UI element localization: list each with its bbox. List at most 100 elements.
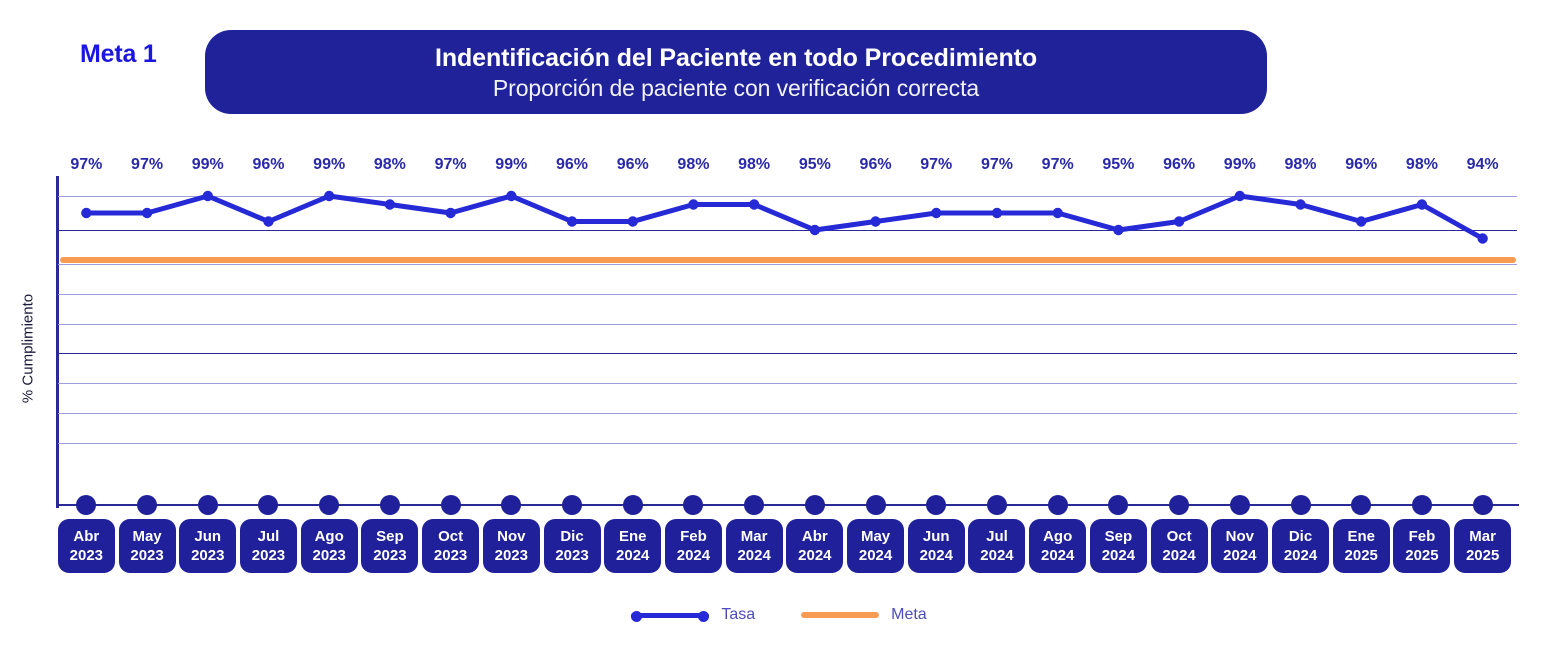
category-year: 2023 xyxy=(130,547,164,564)
x-axis-marker-dot xyxy=(622,495,643,515)
x-axis-category-pill[interactable]: Jul 2024 xyxy=(968,519,1026,573)
data-point-marker[interactable] xyxy=(1295,199,1306,210)
data-point-marker[interactable] xyxy=(141,207,153,219)
x-axis-category-pill[interactable]: Nov 2023 xyxy=(482,519,540,573)
category-month: Oct xyxy=(1166,528,1192,545)
data-label: 99% xyxy=(191,156,224,173)
x-axis-category-pill[interactable]: May 2023 xyxy=(118,519,176,573)
category-year: 2024 xyxy=(980,547,1014,564)
data-point-marker[interactable] xyxy=(627,216,638,227)
category-year: 2024 xyxy=(858,547,893,564)
category-year: 2024 xyxy=(676,547,711,564)
x-axis-category-pill[interactable]: Ene 2025 xyxy=(1332,519,1390,573)
category-year: 2024 xyxy=(1101,547,1136,564)
data-point-marker[interactable] xyxy=(688,199,699,210)
x-axis-marker-dot xyxy=(440,495,461,515)
data-point-marker[interactable] xyxy=(1052,207,1063,219)
data-point-marker[interactable] xyxy=(870,216,881,227)
data-point-marker[interactable] xyxy=(81,207,92,219)
legend-label-tasa: Tasa xyxy=(721,606,756,623)
category-year: 2023 xyxy=(433,547,468,564)
x-axis-category-pill[interactable]: Mar 2025 xyxy=(1454,519,1512,573)
data-point-marker[interactable] xyxy=(1356,216,1367,227)
x-axis-category-pill[interactable]: Oct 2024 xyxy=(1150,519,1208,573)
x-axis-marker-dot xyxy=(926,495,947,515)
x-axis-category-pill[interactable]: Jun 2024 xyxy=(907,519,965,573)
data-label: 99% xyxy=(1223,156,1256,173)
x-axis-marker-dot xyxy=(562,495,583,515)
x-axis-category-pill[interactable]: Nov 2024 xyxy=(1211,519,1269,573)
x-axis-category-pill[interactable]: Jul 2023 xyxy=(239,519,297,573)
category-month: Nov xyxy=(497,528,526,545)
data-point-marker[interactable] xyxy=(445,207,456,219)
legend-item-meta[interactable]: Meta xyxy=(801,606,927,624)
title-banner: Indentificación del Paciente en todo Pro… xyxy=(205,30,1267,114)
data-label: 98% xyxy=(1405,156,1438,173)
data-label: 99% xyxy=(495,156,528,173)
x-axis-category-pill[interactable]: Ago 2024 xyxy=(1029,519,1087,573)
data-point-marker[interactable] xyxy=(748,199,760,210)
data-label: 96% xyxy=(556,156,589,173)
data-point-marker[interactable] xyxy=(991,207,1003,219)
category-month: Dic xyxy=(560,528,584,545)
category-year: 2023 xyxy=(69,547,104,564)
x-axis-category-pill[interactable]: Sep 2024 xyxy=(1089,519,1147,573)
data-point-marker[interactable] xyxy=(506,190,517,202)
x-axis-line xyxy=(58,504,1519,506)
category-year: 2023 xyxy=(251,547,286,564)
x-axis-category-pill[interactable]: Ago 2023 xyxy=(300,519,358,573)
x-axis-category-pill[interactable]: Abr 2023 xyxy=(57,519,115,573)
category-year: 2025 xyxy=(1405,547,1439,564)
category-year: 2024 xyxy=(1283,547,1318,564)
x-axis-marker-dot xyxy=(804,495,825,515)
data-label: 96% xyxy=(616,156,649,173)
category-month: May xyxy=(860,528,891,545)
category-year: 2023 xyxy=(191,547,225,564)
data-point-marker[interactable] xyxy=(1113,224,1124,236)
data-label: 99% xyxy=(313,156,346,173)
data-point-marker[interactable] xyxy=(1234,190,1246,202)
legend-item-tasa[interactable]: Tasa xyxy=(631,606,755,624)
data-point-marker[interactable] xyxy=(384,199,396,210)
data-point-marker[interactable] xyxy=(566,216,578,227)
x-axis-category-pill[interactable]: Sep 2023 xyxy=(361,519,419,573)
category-year: 2024 xyxy=(798,547,832,564)
category-year: 2024 xyxy=(1162,547,1196,564)
x-axis-marker-dot xyxy=(865,495,886,515)
data-point-marker[interactable] xyxy=(1477,233,1488,244)
gridline xyxy=(58,293,1517,295)
x-axis-category-pill[interactable]: Abr 2024 xyxy=(786,519,844,573)
gridline xyxy=(58,383,1517,384)
x-axis-marker-dot xyxy=(1351,495,1372,515)
data-label: 98% xyxy=(738,156,771,173)
x-axis-marker-dot xyxy=(744,495,765,515)
data-point-marker[interactable] xyxy=(1416,199,1428,210)
x-axis-marker-dot xyxy=(258,495,279,515)
data-point-marker[interactable] xyxy=(931,207,942,219)
data-point-marker[interactable] xyxy=(1173,216,1185,227)
meta-label: Meta 1 xyxy=(80,40,157,68)
x-axis-category-pill[interactable]: Oct 2023 xyxy=(422,519,480,573)
x-axis-category-pill[interactable]: May 2024 xyxy=(847,519,905,573)
x-axis-category-pill[interactable]: Dic 2024 xyxy=(1272,519,1330,573)
x-axis-category-pill[interactable]: Feb 2025 xyxy=(1393,519,1451,573)
category-month: Feb xyxy=(1408,528,1436,545)
data-point-marker[interactable] xyxy=(323,190,335,202)
data-point-marker[interactable] xyxy=(263,216,274,227)
x-axis-category-pill[interactable]: Feb 2024 xyxy=(664,519,722,573)
x-axis-category-pill[interactable]: Ene 2024 xyxy=(604,519,662,573)
data-point-marker[interactable] xyxy=(202,190,213,202)
data-point-marker[interactable] xyxy=(809,224,821,236)
category-year: 2023 xyxy=(373,547,407,564)
x-axis-marker-dot xyxy=(1411,495,1432,515)
x-axis-category-pill[interactable]: Jun 2023 xyxy=(179,519,237,573)
x-axis-category-pill[interactable]: Dic 2023 xyxy=(543,519,601,573)
data-label: 97% xyxy=(920,156,953,173)
x-axis-category-pill[interactable]: Mar 2024 xyxy=(725,519,783,573)
gridline xyxy=(58,353,1517,355)
gridline xyxy=(58,230,1517,231)
category-month: Jun xyxy=(194,528,222,545)
legend-line-marker-swatch xyxy=(631,607,710,623)
